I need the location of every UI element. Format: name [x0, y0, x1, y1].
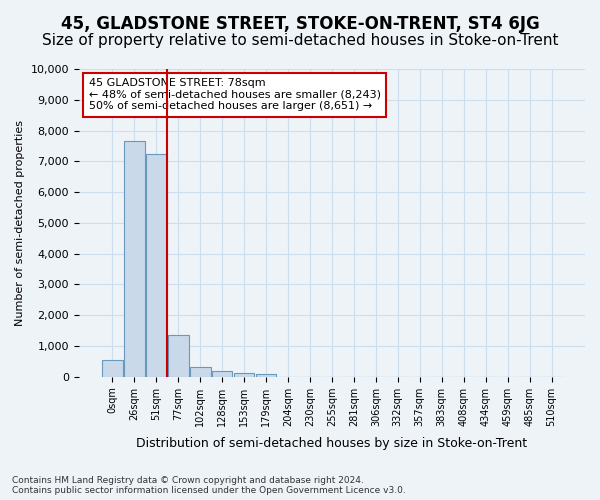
Bar: [190, 367, 211, 376]
Bar: [256, 374, 277, 376]
Text: 45 GLADSTONE STREET: 78sqm
← 48% of semi-detached houses are smaller (8,243)
50%: 45 GLADSTONE STREET: 78sqm ← 48% of semi…: [89, 78, 381, 112]
Bar: [146, 154, 167, 376]
Text: 45, GLADSTONE STREET, STOKE-ON-TRENT, ST4 6JG: 45, GLADSTONE STREET, STOKE-ON-TRENT, ST…: [61, 15, 539, 33]
Y-axis label: Number of semi-detached properties: Number of semi-detached properties: [15, 120, 25, 326]
Bar: [124, 142, 145, 376]
Bar: [212, 372, 232, 376]
Text: Size of property relative to semi-detached houses in Stoke-on-Trent: Size of property relative to semi-detach…: [42, 32, 558, 48]
Text: Contains HM Land Registry data © Crown copyright and database right 2024.
Contai: Contains HM Land Registry data © Crown c…: [12, 476, 406, 495]
Bar: [233, 373, 254, 376]
Bar: [102, 360, 122, 376]
Bar: [167, 335, 188, 376]
X-axis label: Distribution of semi-detached houses by size in Stoke-on-Trent: Distribution of semi-detached houses by …: [136, 437, 527, 450]
